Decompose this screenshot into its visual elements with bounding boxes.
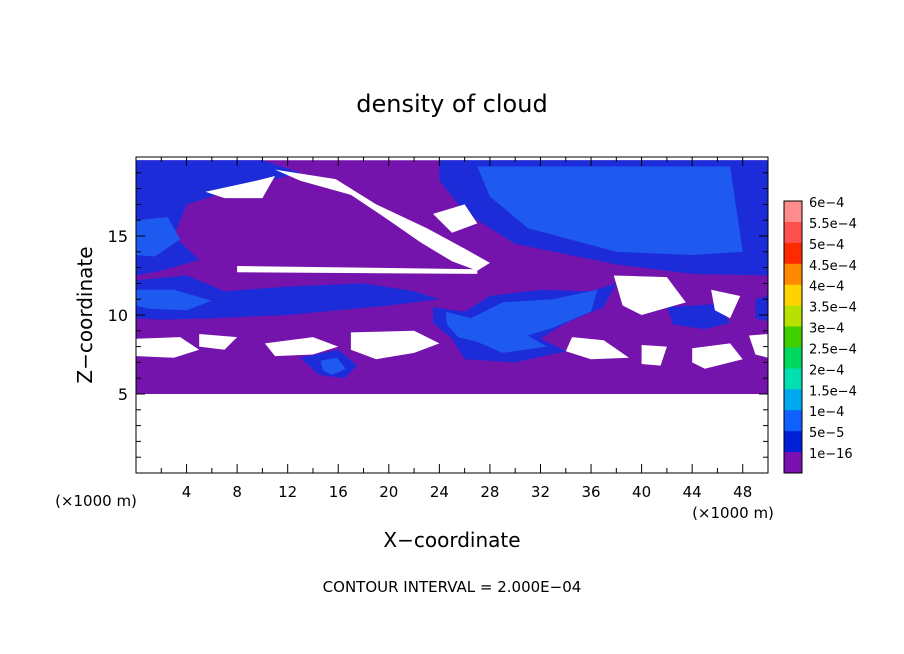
- colorbar-label: 6e−4: [809, 196, 844, 211]
- y-tick-label: 15: [108, 227, 128, 246]
- x-axis-label: X−coordinate: [383, 528, 520, 552]
- cloud-free-gap-8: [613, 275, 686, 315]
- y-tick-label: 5: [118, 385, 128, 404]
- colorbar-swatch: [784, 221, 802, 244]
- colorbar-swatch: [784, 242, 802, 265]
- colorbar-swatch: [784, 452, 802, 474]
- contour-region-8: [445, 289, 598, 353]
- x-axis: 4 8 12 16 20 24 28 32 36 40 44 48: [160, 157, 752, 501]
- colorbar-label: 2.5e−4: [809, 343, 857, 358]
- chart-title: density of cloud: [356, 90, 547, 118]
- colorbar-swatch: [784, 347, 802, 369]
- colorbar-swatch: [784, 263, 802, 286]
- cloud-free-gap-4: [565, 337, 629, 360]
- contour-interval-note: CONTOUR INTERVAL = 2.000E−04: [323, 578, 582, 596]
- colorbar-swatch: [784, 201, 802, 223]
- cloud-free-gap-5: [641, 345, 667, 366]
- x-unit-right: (×1000 m): [692, 504, 774, 522]
- cloud-free-gap-0: [136, 337, 200, 358]
- colorbar-label: 4.5e−4: [809, 259, 857, 274]
- colorbar-label: 4e−4: [809, 280, 844, 295]
- x-tick-label: 40: [632, 483, 651, 501]
- colorbar-label: 2e−4: [809, 363, 844, 378]
- cloud-free-gap-1: [199, 334, 238, 350]
- contour-region-2: [477, 166, 743, 255]
- colorbar-swatch: [784, 368, 802, 390]
- contour-region-4: [136, 217, 181, 257]
- x-tick-label: 12: [278, 483, 297, 501]
- contour-region-6: [136, 289, 212, 311]
- colorbar-label: 5e−4: [809, 238, 844, 253]
- cloud-free-gap-6: [692, 343, 743, 369]
- colorbar-swatch: [784, 410, 802, 432]
- cloud-free-gap-2: [264, 337, 339, 357]
- x-tick-label: 20: [379, 483, 398, 501]
- contour-region-3: [136, 160, 301, 276]
- contour-region-11: [666, 303, 731, 330]
- colorbar-label: 5e−5: [809, 426, 844, 441]
- x-tick-label: 48: [733, 483, 752, 501]
- colorbar-swatch: [784, 326, 802, 348]
- colorbar-label: 1e−4: [809, 405, 844, 420]
- colorbar-frame: [783, 200, 803, 474]
- colorbar-label: 3e−4: [809, 322, 844, 337]
- cloud-free-gap-3: [350, 330, 440, 360]
- colorbar-label: 1.5e−4: [809, 384, 857, 399]
- colorbar-swatch: [784, 389, 802, 411]
- colorbar-swatch: [784, 431, 802, 453]
- x-tick-label: 8: [232, 483, 242, 501]
- contour-region-10: [320, 357, 346, 375]
- contour-region-5: [136, 275, 440, 320]
- x-tick-label: 24: [430, 483, 449, 501]
- cloud-free-gap-11: [275, 169, 490, 271]
- y-tick-label: 10: [108, 306, 128, 325]
- x-tick-label: 4: [182, 483, 192, 501]
- colorbar: 6e−4 5.5e−4 5e−4 4.5e−4 4e−4 3.5e−4 3e−4 2.5e−4…: [783, 196, 857, 474]
- y-axis-label: Z−coordinate: [73, 246, 97, 383]
- cloud-free-gap-9: [711, 289, 741, 319]
- colorbar-label: 1e−16: [809, 447, 853, 462]
- cloud-free-gap-7: [749, 334, 768, 358]
- contour-region-12: [755, 296, 768, 322]
- x-tick-label: 36: [581, 483, 600, 501]
- x-tick-label: 16: [329, 483, 348, 501]
- cloud-free-gap-13: [433, 204, 478, 233]
- colorbar-swatch: [784, 305, 802, 328]
- x-tick-label: 44: [683, 483, 702, 501]
- contour-field: [136, 160, 768, 394]
- cloud-free-gap-10: [205, 176, 275, 199]
- x-tick-label: 28: [480, 483, 499, 501]
- colorbar-label: 3.5e−4: [809, 301, 857, 316]
- colorbar-label: 5.5e−4: [809, 217, 857, 232]
- x-unit-left: (×1000 m): [55, 492, 137, 510]
- colorbar-swatch: [784, 284, 802, 307]
- x-tick-label: 32: [531, 483, 550, 501]
- cloud-free-gap-12: [237, 266, 478, 274]
- y-axis: 5 10 15: [108, 172, 768, 458]
